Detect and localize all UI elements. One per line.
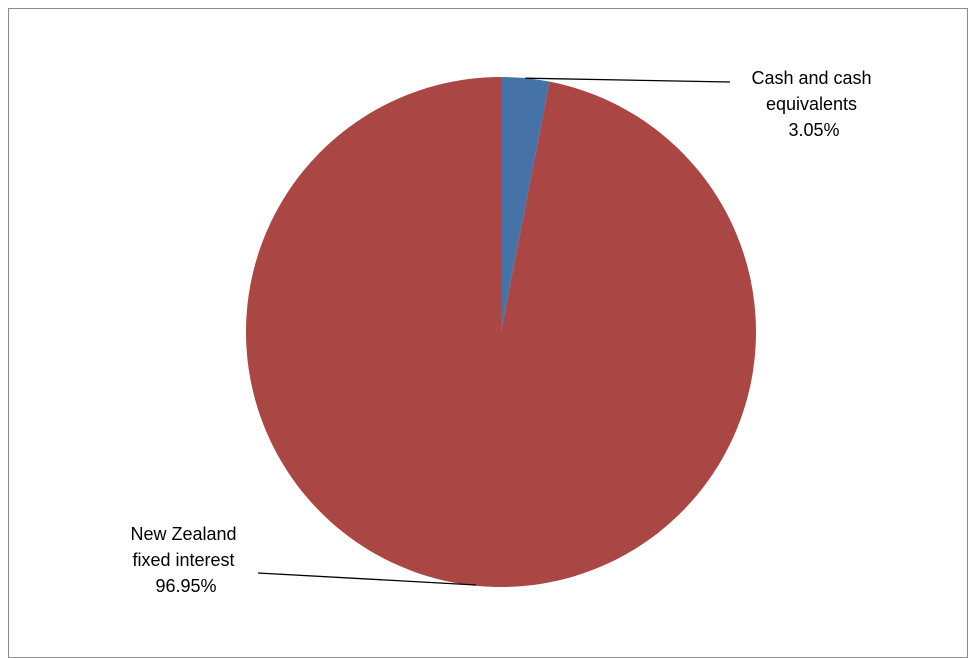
leader-lines: [257, 77, 731, 586]
pie-slices: [246, 77, 757, 587]
label-cash-line-1: Cash and cash: [751, 68, 871, 88]
label-nz-line-2: fixed interest: [132, 550, 234, 570]
slice-cash: [501, 77, 550, 332]
leader-line-cash: [525, 77, 731, 83]
label-nz-percent: 96.95%: [155, 576, 216, 596]
leader-line-nz-fixed-interest: [257, 572, 477, 586]
label-nz-fixed-interest: New Zealand fixed interest 96.95%: [130, 524, 241, 596]
label-cash: Cash and cash equivalents 3.05%: [751, 68, 876, 140]
slice-nz-fixed-interest: [246, 77, 757, 587]
label-nz-line-1: New Zealand: [130, 524, 236, 544]
label-cash-line-2: equivalents: [766, 94, 857, 114]
label-cash-percent: 3.05%: [788, 120, 839, 140]
